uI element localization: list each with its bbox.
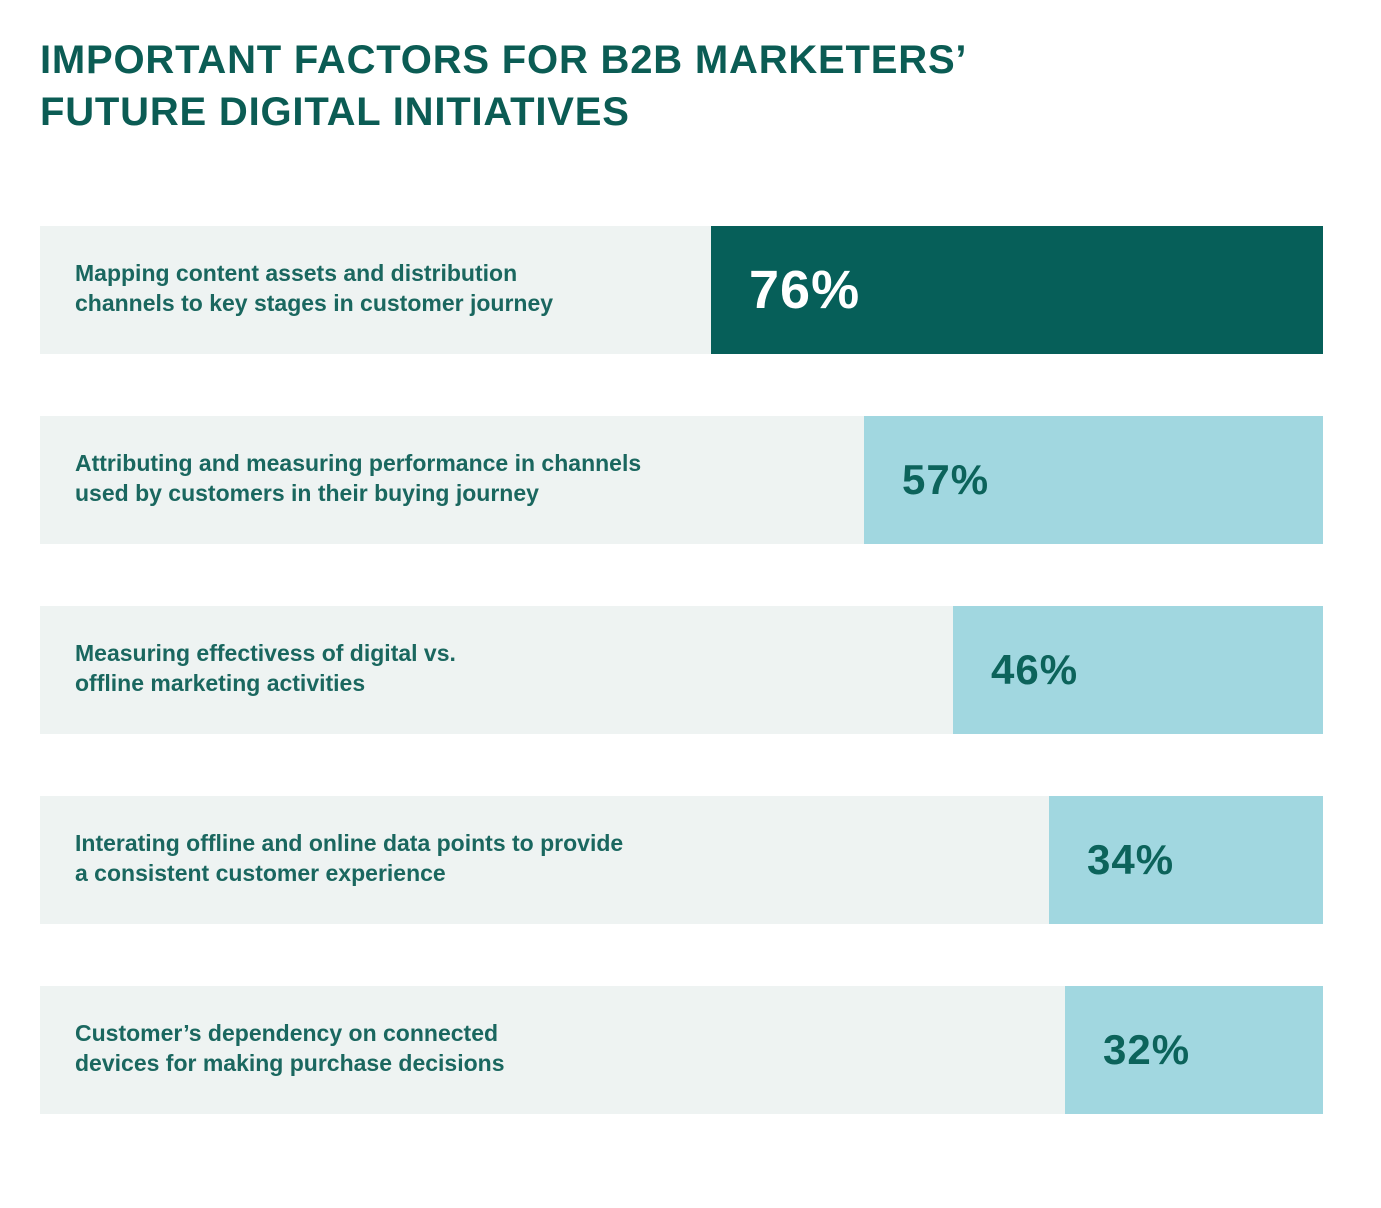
bar-track: Customer’s dependency on connected devic… [40,986,1323,1114]
bar-row-integrating-data-points: Interating offline and online data point… [40,796,1323,924]
bar-track: Attributing and measuring performance in… [40,416,1323,544]
bar-row-customer-dependency: Customer’s dependency on connected devic… [40,986,1323,1114]
chart-title: IMPORTANT FACTORS FOR B2B MARKETERS’ FUTU… [40,34,967,138]
value-label: 76% [749,260,861,320]
value-label: 46% [991,646,1079,693]
bar-segment: 57% [864,416,1323,544]
category-label: Interating offline and online data point… [75,830,624,887]
bar-segment: 32% [1065,986,1323,1114]
bar-row-attributing-performance: Attributing and measuring performance in… [40,416,1323,544]
bar-chart: Mapping content assets and distribution … [40,226,1323,1176]
bar-row-measuring-effectiveness: Measuring effectivess of digital vs. off… [40,606,1323,734]
bar-track: Interating offline and online data point… [40,796,1323,924]
category-label: Measuring effectivess of digital vs. off… [75,640,456,697]
bar-segment: 76% [711,226,1323,354]
bar-segment: 34% [1049,796,1323,924]
bar-track: Measuring effectivess of digital vs. off… [40,606,1323,734]
chart-title-line1: IMPORTANT FACTORS FOR B2B MARKETERS’ [40,38,968,82]
value-label: 32% [1103,1026,1191,1073]
category-label: Attributing and measuring performance in… [75,450,642,507]
category-label: Mapping content assets and distribution … [75,260,554,317]
bar-row-mapping-content: Mapping content assets and distribution … [40,226,1323,354]
value-label: 57% [902,456,990,503]
bar-segment: 46% [953,606,1323,734]
category-label: Customer’s dependency on connected devic… [75,1020,505,1077]
chart-title-line2: FUTURE DIGITAL INITIATIVES [40,90,630,134]
value-label: 34% [1087,836,1175,883]
bar-track: Mapping content assets and distribution … [40,226,1323,354]
